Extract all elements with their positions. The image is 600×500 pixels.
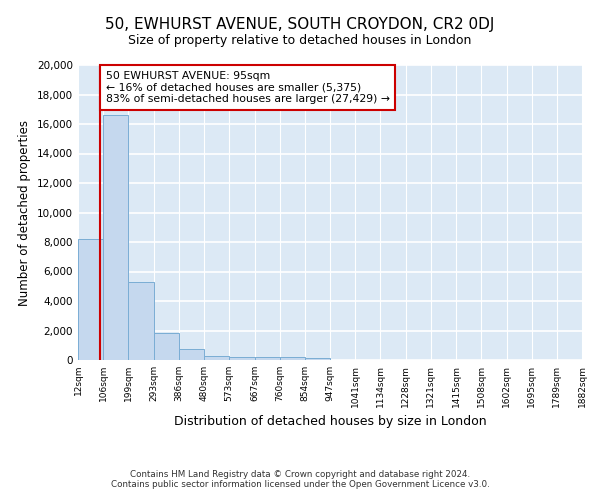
Text: Size of property relative to detached houses in London: Size of property relative to detached ho… (128, 34, 472, 47)
Bar (254, 357, 280, 360)
Text: Contains HM Land Registry data © Crown copyright and database right 2024.
Contai: Contains HM Land Registry data © Crown c… (110, 470, 490, 489)
Text: 50 EWHURST AVENUE: 95sqm
← 16% of detached houses are smaller (5,375)
83% of sem: 50 EWHURST AVENUE: 95sqm ← 16% of detach… (106, 71, 390, 104)
Text: 50, EWHURST AVENUE, SOUTH CROYDON, CR2 0DJ: 50, EWHURST AVENUE, SOUTH CROYDON, CR2 0… (106, 18, 494, 32)
Bar (280, 358, 305, 360)
Bar (103, 115, 128, 360)
Bar (128, 282, 154, 360)
Bar (305, 358, 330, 360)
Bar (229, 356, 254, 360)
Bar (179, 349, 204, 360)
X-axis label: Distribution of detached houses by size in London: Distribution of detached houses by size … (173, 416, 487, 428)
Bar (154, 334, 179, 360)
Y-axis label: Number of detached properties: Number of detached properties (19, 120, 31, 306)
Bar (78, 239, 103, 360)
Bar (204, 356, 229, 360)
